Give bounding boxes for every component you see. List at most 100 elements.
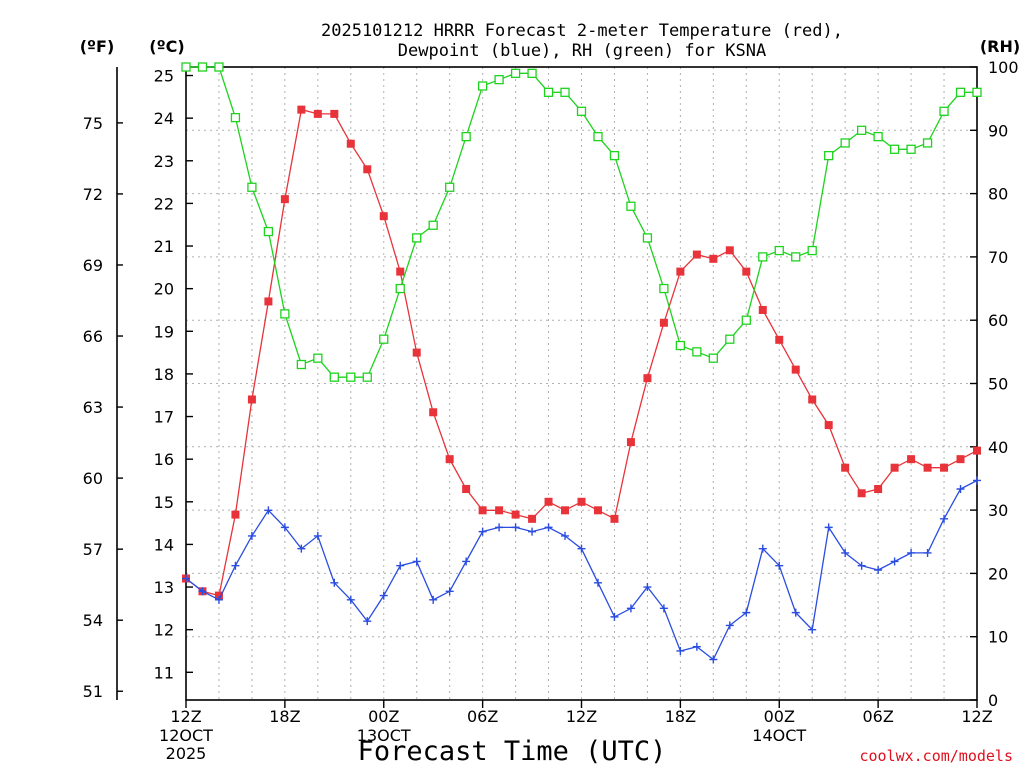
rh-data-point xyxy=(725,334,735,344)
rh-data-point xyxy=(609,150,620,161)
rh-data-point xyxy=(214,62,224,72)
celsius-tick-label: 21 xyxy=(154,237,174,256)
temperature-data-point xyxy=(577,497,586,506)
rh-tick-label: 50 xyxy=(988,375,1008,394)
dewpoint-data-point xyxy=(379,591,388,600)
rh-data-point xyxy=(362,372,372,382)
fahrenheit-unit-label: (ºF) xyxy=(80,37,115,56)
dewpoint-data-point xyxy=(182,574,190,583)
celsius-tick-label: 16 xyxy=(154,450,174,469)
rh-data-point xyxy=(939,106,949,116)
temperature-data-point xyxy=(379,212,388,221)
temperature-data-point xyxy=(264,297,273,306)
temperature-data-point xyxy=(429,408,438,417)
rh-data-point xyxy=(527,68,537,78)
rh-tick-label: 0 xyxy=(988,691,998,710)
temperature-data-point xyxy=(544,497,553,506)
dewpoint-data-point xyxy=(396,561,405,570)
dewpoint-data-point xyxy=(363,617,372,626)
grid-lines xyxy=(186,67,977,700)
rh-data-point xyxy=(247,182,257,192)
fahrenheit-tick-label: 51 xyxy=(83,682,103,701)
temperature-data-point xyxy=(495,506,504,515)
x-tick-label: 06Z xyxy=(862,707,893,726)
x-tick-date-label: 12OCT xyxy=(159,726,213,745)
x-tick-label: 18Z xyxy=(269,707,300,726)
dewpoint-data-point xyxy=(528,527,537,536)
temperature-data-point xyxy=(346,139,355,148)
x-tick-label: 00Z xyxy=(368,707,399,726)
dewpoint-data-point xyxy=(561,531,570,540)
rh-data-point xyxy=(626,201,636,211)
temperature-data-point xyxy=(973,446,981,455)
x-tick-label: 18Z xyxy=(665,707,696,726)
temperature-data-point xyxy=(511,510,520,519)
source-credit: coolwx.com/models xyxy=(859,747,1013,765)
x-tick-date-label: 13OCT xyxy=(357,726,411,745)
temperature-data-point xyxy=(940,463,949,472)
celsius-unit-label: (ºC) xyxy=(149,37,184,56)
dewpoint-data-point xyxy=(824,523,833,532)
temperature-data-point xyxy=(907,455,916,464)
tick-labels: 51 54 57 60 63 66 69 72 75 11 12 13 14 15 16 17 18 19 20 21… xyxy=(83,58,1019,763)
rh-data-point xyxy=(873,131,883,142)
temperature-data-point xyxy=(808,395,817,404)
dewpoint-data-point xyxy=(775,561,784,570)
temperature-data-point xyxy=(330,109,339,118)
temperature-data-point xyxy=(742,267,751,276)
rh-tick-label: 60 xyxy=(988,311,1008,330)
dewpoint-data-point xyxy=(643,583,652,592)
dewpoint-data-point xyxy=(956,485,965,493)
x-tick-label: 00Z xyxy=(764,707,795,726)
rh-data-point xyxy=(494,75,504,85)
celsius-tick-label: 22 xyxy=(154,194,174,213)
dewpoint-data-point xyxy=(742,608,751,617)
temperature-data-point xyxy=(692,250,701,259)
rh-data-point xyxy=(675,340,686,351)
rh-data-point xyxy=(543,87,554,97)
dewpoint-data-point xyxy=(610,612,619,621)
rh-data-point xyxy=(346,372,356,382)
dewpoint-data-point xyxy=(297,544,306,553)
dewpoint-data-point xyxy=(577,544,586,553)
x-tick-date-label: 14OCT xyxy=(752,726,806,745)
rh-data-point xyxy=(840,138,850,148)
celsius-tick-label: 11 xyxy=(154,663,174,682)
dewpoint-data-point xyxy=(313,531,322,540)
dewpoint-data-point xyxy=(231,561,240,570)
rh-data-point xyxy=(510,68,521,78)
fahrenheit-tick-label: 63 xyxy=(83,398,103,417)
rh-data-point xyxy=(922,138,933,148)
temperature-data-point xyxy=(643,374,652,383)
temperature-data-point xyxy=(956,455,965,464)
temperature-data-point xyxy=(626,438,635,447)
temperature-data-point xyxy=(445,455,454,464)
temperature-data-point xyxy=(561,506,570,515)
dewpoint-data-point xyxy=(593,578,602,587)
temperature-data-point xyxy=(824,421,833,430)
temperature-data-point xyxy=(923,463,932,472)
rh-data-point xyxy=(807,245,817,256)
temperature-data-point xyxy=(231,510,240,519)
rh-tick-label: 40 xyxy=(988,438,1008,457)
fahrenheit-tick-label: 54 xyxy=(83,611,103,630)
temperature-data-point xyxy=(593,506,602,515)
x-tick-label: 12Z xyxy=(566,707,597,726)
rh-data-point xyxy=(296,359,307,370)
temperature-data-point xyxy=(297,105,306,114)
temperature-data-point xyxy=(791,365,800,374)
temperature-data-point xyxy=(280,195,289,204)
temperature-data-point xyxy=(462,485,471,493)
temperature-data-point xyxy=(214,591,223,600)
temperature-data-point xyxy=(528,514,537,523)
rh-data-point xyxy=(955,87,966,97)
celsius-tick-label: 14 xyxy=(154,535,174,554)
chart-title-line-2: Dewpoint (blue), RH (green) for KSNA xyxy=(398,41,766,61)
temperature-data-point xyxy=(841,463,850,472)
dewpoint-data-point xyxy=(808,625,817,634)
temperature-data-point xyxy=(396,267,405,276)
dewpoint-data-point xyxy=(725,621,734,630)
temperature-data-point xyxy=(659,318,668,327)
rh-data-point xyxy=(791,252,801,262)
dewpoint-data-point xyxy=(445,587,454,596)
